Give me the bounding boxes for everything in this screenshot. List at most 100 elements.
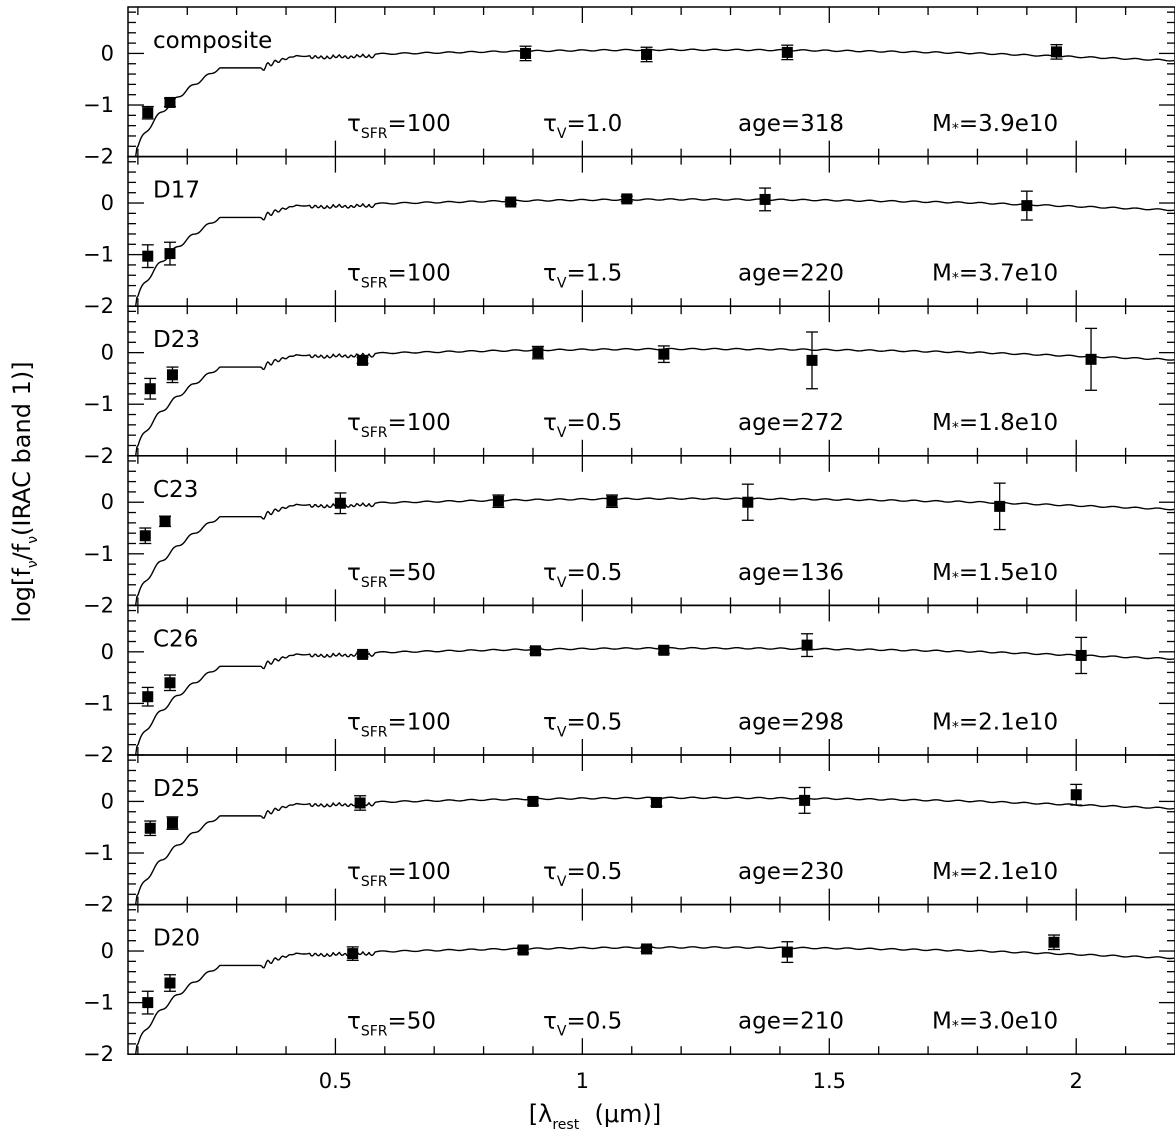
y-tick-label: 0: [101, 789, 114, 813]
sed-model-curve: [134, 347, 1175, 456]
data-point: [519, 45, 532, 62]
data-point: [741, 483, 754, 521]
point-marker: [799, 794, 811, 806]
y-axis-title: log[fν/fν(IRAC band 1)]: [8, 361, 41, 622]
y-tick-label: −2: [83, 145, 114, 169]
y-tick-label: −1: [83, 93, 114, 117]
data-point: [144, 377, 157, 400]
tau-sfr-label: τSFR=100: [347, 261, 451, 292]
age-label: age=210: [738, 1009, 844, 1035]
data-point: [650, 796, 663, 808]
point-marker: [801, 639, 813, 651]
panels-group: 0 −1 −2 composite τSFR=100 τV=1.0 age=318 M*=3.…: [83, 6, 1175, 1093]
panel-name-label: C26: [153, 626, 198, 652]
point-marker: [164, 977, 176, 989]
panel-name-label: C23: [153, 477, 198, 503]
panel-name-label: D23: [153, 327, 200, 353]
y-tick-label: −1: [83, 542, 114, 566]
data-point: [356, 354, 369, 366]
point-marker: [142, 107, 154, 119]
data-point: [334, 492, 347, 515]
point-marker: [606, 495, 618, 507]
data-point: [529, 645, 542, 657]
sed-model-curve: [134, 198, 1175, 307]
x-axis-title: [λrest (μm)]: [529, 1100, 661, 1133]
data-point: [1070, 783, 1083, 806]
y-tick-label: −1: [83, 991, 114, 1015]
age-label: age=220: [738, 261, 844, 287]
data-point: [620, 193, 633, 205]
tau-v-label: τV=1.0: [543, 111, 622, 142]
stellar-mass-label: M*=1.5e10: [932, 560, 1058, 586]
y-tick-label: −1: [83, 243, 114, 267]
x-tick-label: 0.5: [319, 1069, 352, 1093]
panel-name-label: D25: [153, 776, 200, 802]
panel-c26: 0 −1 −2 C26 τSFR=100 τV=0.5 age=298 M*=2.1e10: [83, 604, 1175, 767]
point-marker: [142, 250, 154, 262]
tau-sfr-label: τSFR=100: [347, 410, 451, 441]
data-point: [1085, 327, 1098, 391]
tau-v-label: τV=0.5: [543, 1009, 622, 1040]
data-point: [798, 786, 811, 814]
age-label: age=318: [738, 111, 844, 137]
tau-sfr-label: τSFR=100: [347, 709, 451, 740]
point-marker: [505, 196, 517, 208]
point-marker: [144, 822, 156, 834]
data-point: [801, 633, 814, 658]
data-point: [759, 187, 772, 212]
point-marker: [144, 383, 156, 395]
data-point: [354, 795, 367, 811]
tau-v-label: τV=0.5: [543, 859, 622, 890]
data-point: [139, 527, 152, 545]
point-marker: [527, 795, 539, 807]
panel-frame: [127, 903, 1175, 1055]
sed-model-curve: [134, 48, 1175, 157]
point-marker: [164, 248, 176, 260]
point-marker: [357, 648, 369, 660]
age-label: age=298: [738, 709, 844, 735]
data-point: [163, 974, 176, 992]
sed-model-curve: [134, 497, 1175, 606]
data-point: [166, 816, 179, 830]
sed-model-curve: [134, 796, 1175, 905]
age-label: age=272: [738, 410, 844, 436]
panel-composite: 0 −1 −2 composite τSFR=100 τV=1.0 age=318 M*=3.…: [83, 6, 1175, 169]
x-tick-label: 1.5: [813, 1069, 846, 1093]
y-tick-label: −2: [83, 743, 114, 767]
data-point: [657, 345, 670, 364]
x-tick-label: 1: [576, 1069, 589, 1093]
data-point: [640, 943, 653, 955]
point-marker: [492, 495, 504, 507]
panel-d23: 0 −1 −2 D23 τSFR=100 τV=0.5 age=272 M*=1.8e10: [83, 305, 1175, 468]
stellar-mass-label: M*=2.1e10: [932, 709, 1058, 735]
point-marker: [650, 796, 662, 808]
data-point: [1020, 190, 1033, 221]
tau-v-label: τV=0.5: [543, 410, 622, 441]
data-point: [492, 494, 505, 509]
tau-sfr-label: τSFR=50: [347, 560, 436, 591]
data-point: [159, 515, 172, 528]
point-marker: [354, 797, 366, 809]
point-marker: [166, 817, 178, 829]
data-point: [1048, 934, 1061, 951]
point-marker: [621, 193, 633, 205]
point-marker: [742, 496, 754, 508]
point-marker: [357, 354, 369, 366]
panel-name-label: composite: [153, 28, 272, 54]
stellar-mass-label: M*=3.0e10: [932, 1009, 1058, 1035]
point-marker: [166, 369, 178, 381]
point-marker: [1085, 353, 1097, 365]
data-point: [993, 482, 1006, 531]
point-marker: [1050, 46, 1062, 58]
tau-v-label: τV=0.5: [543, 709, 622, 740]
y-tick-label: 0: [101, 939, 114, 963]
y-tick-label: 0: [101, 41, 114, 65]
point-marker: [1021, 200, 1033, 212]
point-marker: [641, 943, 653, 955]
stellar-mass-label: M*=1.8e10: [932, 410, 1058, 436]
point-marker: [347, 948, 359, 960]
stellar-mass-label: M*=3.9e10: [932, 111, 1058, 137]
data-point: [517, 944, 530, 956]
point-marker: [139, 530, 151, 542]
